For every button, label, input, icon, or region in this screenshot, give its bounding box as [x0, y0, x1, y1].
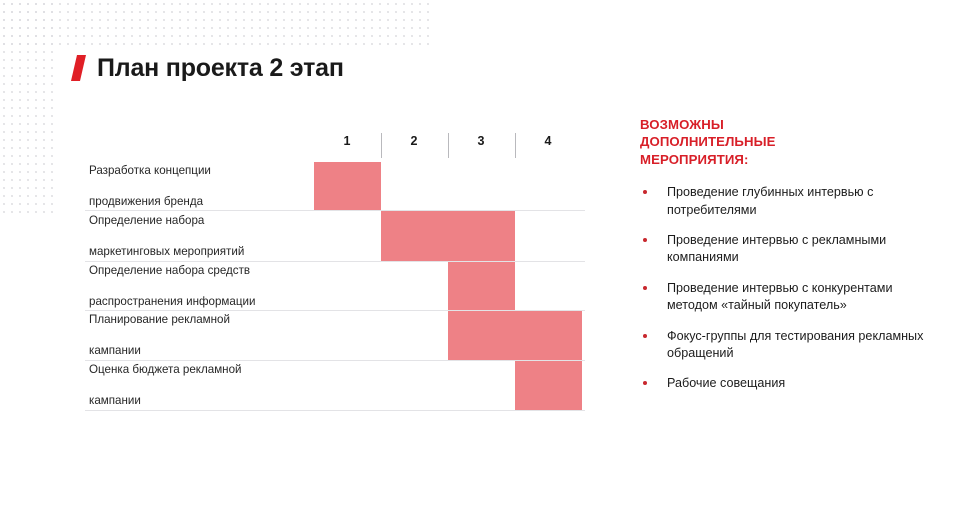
list-item: Проведение интервью с рекламными компани… — [640, 232, 930, 267]
list-item-label: Фокус-группы для тестирования рекламных … — [667, 328, 924, 360]
task-label-line-1: Определение набора — [89, 213, 205, 227]
bullet-dot-icon — [643, 381, 647, 386]
gantt-row: Определение набора маркетинговых меропри… — [85, 211, 585, 262]
bullet-dot-icon — [643, 238, 647, 243]
list-item-label: Рабочие совещания — [667, 376, 786, 391]
task-label-line-1: Оценка бюджета рекламной — [89, 363, 242, 377]
gantt-bar-row-2 — [381, 211, 515, 261]
task-label-3: Определение набора средств распространен… — [89, 262, 304, 310]
panel-heading-line-2: ДОПОЛНИТЕЛЬНЫЕ — [640, 134, 776, 150]
list-item-label: Проведение глубинных интервью с потребит… — [667, 185, 874, 217]
list-item-label: Проведение интервью с конкурентами метод… — [667, 280, 893, 313]
task-label-line-1: Определение набора средств — [89, 263, 251, 277]
task-label-2: Определение набора маркетинговых меропри… — [89, 211, 304, 261]
task-label-line-2: кампании — [89, 394, 141, 408]
list-item-label: Проведение интервью с рекламными компани… — [667, 233, 887, 265]
column-separator — [515, 133, 516, 158]
slide-title: План проекта 2 этап — [70, 53, 344, 82]
column-number-1: 1 — [343, 134, 351, 148]
column-separator — [381, 133, 382, 158]
list-item: Проведение интервью с конкурентами метод… — [640, 280, 930, 315]
gantt-bar-row-1 — [314, 162, 381, 210]
decorative-dot-pattern-left — [0, 0, 56, 216]
task-label-5: Оценка бюджета рекламной кампании — [89, 361, 304, 410]
task-label-line-1: Разработка концепции — [89, 163, 211, 177]
bullet-dot-icon — [643, 285, 647, 290]
gantt-bar-row-3 — [448, 262, 515, 310]
gantt-bar-row-4 — [448, 311, 582, 360]
list-item: Фокус-группы для тестирования рекламных … — [640, 328, 930, 363]
column-number-2: 2 — [410, 134, 418, 148]
column-number-3: 3 — [477, 134, 485, 148]
gantt-row: Планирование рекламной кампании — [85, 311, 585, 361]
task-label-line-2: маркетинговых мероприятий — [89, 244, 245, 258]
gantt-bar-row-5 — [515, 361, 582, 410]
gantt-rows: Разработка концепции продвижения бренда … — [85, 162, 585, 412]
panel-heading: ВОЗМОЖНЫ ДОПОЛНИТЕЛЬНЫЕ МЕРОПРИЯТИЯ: — [640, 116, 930, 168]
red-slash-accent-icon — [70, 55, 87, 81]
column-number-4: 4 — [544, 134, 552, 148]
bullet-dot-icon — [643, 190, 647, 195]
gantt-row: Разработка концепции продвижения бренда — [85, 162, 585, 211]
gantt-row: Оценка бюджета рекламной кампании — [85, 361, 585, 411]
task-label-line-1: Планирование рекламной — [89, 313, 230, 327]
task-label-line-2: кампании — [89, 344, 141, 358]
task-label-4: Планирование рекламной кампании — [89, 311, 304, 360]
task-label-1: Разработка концепции продвижения бренда — [89, 162, 304, 210]
panel-heading-line-3: МЕРОПРИЯТИЯ: — [640, 151, 749, 167]
gantt-chart: 1 2 3 4 Разработка концепции продвижения… — [85, 133, 585, 418]
gantt-row: Определение набора средств распространен… — [85, 262, 585, 311]
additional-activities-panel: ВОЗМОЖНЫ ДОПОЛНИТЕЛЬНЫЕ МЕРОПРИЯТИЯ: Про… — [640, 116, 930, 406]
list-item: Рабочие совещания — [640, 375, 930, 392]
gantt-column-header: 1 2 3 4 — [85, 133, 585, 159]
column-separator — [448, 133, 449, 158]
task-label-line-2: продвижения бренда — [89, 194, 204, 208]
task-label-line-2: распространения информации — [89, 294, 256, 308]
bullet-dot-icon — [643, 333, 647, 338]
panel-heading-line-1: ВОЗМОЖНЫ — [640, 117, 724, 132]
list-item: Проведение глубинных интервью с потребит… — [640, 184, 930, 219]
decorative-dot-pattern-top — [0, 0, 432, 46]
page-title: План проекта 2 этап — [97, 53, 344, 82]
